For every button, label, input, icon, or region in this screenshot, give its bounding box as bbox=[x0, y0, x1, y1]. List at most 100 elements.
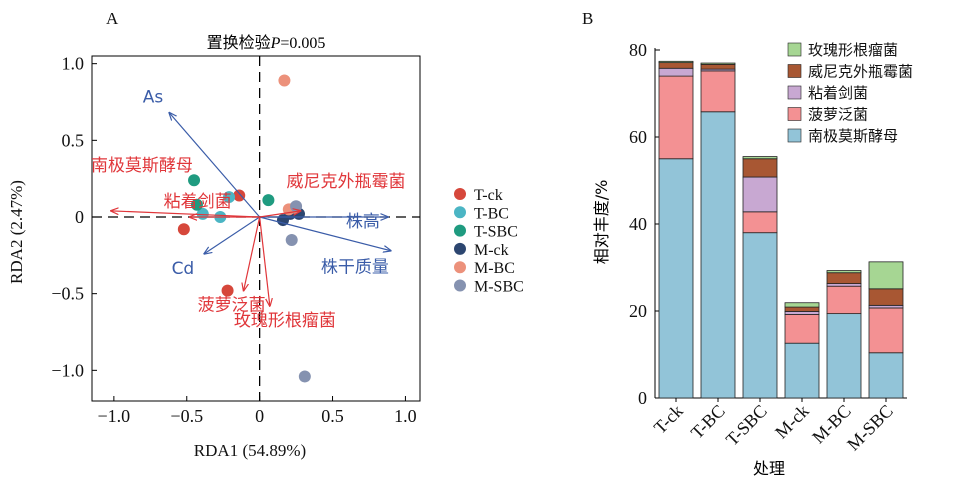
legend-label-b: 玫瑰形根瘤菌 bbox=[808, 41, 898, 59]
bar-segment-t-bc bbox=[700, 63, 736, 70]
y-tick-label-b: 0 bbox=[638, 388, 647, 408]
vector-label-env: 株高 bbox=[346, 212, 380, 232]
vector-arrow-env bbox=[204, 216, 260, 254]
x-tick-label-a: 0.5 bbox=[321, 406, 344, 426]
legend-label-t-bc: T-BC bbox=[474, 205, 509, 222]
bar-segment-t-ck bbox=[658, 60, 694, 64]
vector-label-species: 威尼克外瓶霉菌 bbox=[286, 172, 405, 192]
vector-label-species: 南极莫斯酵母 bbox=[91, 156, 193, 176]
vector-arrow-species bbox=[111, 211, 260, 218]
bar-segment-m-bc bbox=[826, 270, 862, 274]
y-tick-label-b: 80 bbox=[629, 40, 647, 60]
vector-label-env: Cd bbox=[172, 259, 195, 279]
point-m-bc bbox=[278, 74, 291, 87]
y-tick-label-b: 40 bbox=[629, 214, 647, 234]
y-tick-label-b: 60 bbox=[629, 127, 647, 147]
point-t-ck bbox=[233, 189, 246, 202]
bar-segment-m-sbc bbox=[868, 352, 904, 399]
y-tick-label-b: 20 bbox=[629, 301, 647, 321]
point-m-sbc bbox=[298, 370, 311, 383]
x-tick-label-m-sbc: M-SBC bbox=[843, 401, 897, 455]
bar-segment-m-ck bbox=[784, 314, 820, 344]
x-tick-label-t-ck: T-ck bbox=[650, 401, 687, 438]
bar-segment-m-sbc bbox=[868, 307, 904, 354]
panel-a: A 置换检验P=0.005 RDA1 (54.89%) RDA2 (2.47%)… bbox=[7, 9, 524, 460]
bar-segment-t-bc bbox=[700, 62, 736, 65]
legend-marker-t-ck bbox=[454, 188, 466, 200]
x-tick-label-a: −0.5 bbox=[170, 406, 203, 426]
bar-segment-t-sbc bbox=[742, 156, 778, 160]
legend-marker-t-bc bbox=[454, 206, 466, 219]
vector-label-species: 玫瑰形根瘤菌 bbox=[234, 311, 336, 331]
panel-a-label: A bbox=[106, 9, 119, 28]
bar-segment-t-ck bbox=[658, 67, 694, 77]
vector-label-env: 株干质量 bbox=[321, 258, 389, 278]
panel-b-label: B bbox=[582, 9, 593, 28]
legend-swatch-b bbox=[787, 85, 802, 100]
y-tick-label-a: 1.0 bbox=[62, 54, 85, 74]
legend-swatch-b bbox=[787, 107, 802, 121]
bar-segment-t-sbc bbox=[742, 176, 778, 213]
point-t-sbc bbox=[262, 194, 275, 207]
bar-segment-t-ck bbox=[658, 62, 694, 69]
bar-segment-m-bc bbox=[826, 285, 862, 315]
bar-segment-m-ck bbox=[784, 342, 820, 399]
legend-label-t-ck: T-ck bbox=[474, 187, 503, 204]
legend-marker-m-bc bbox=[454, 261, 466, 274]
point-t-ck bbox=[177, 223, 190, 236]
legend-label-b: 南极莫斯酵母 bbox=[808, 127, 898, 145]
bar-segment-m-ck bbox=[784, 302, 820, 308]
legend-swatch-b bbox=[787, 128, 802, 143]
vector-arrow-species bbox=[244, 216, 261, 291]
y-tick-label-a: 0 bbox=[75, 207, 84, 227]
x-tick-label-a: 0 bbox=[255, 406, 264, 426]
x-tick-label-a: 1.0 bbox=[394, 406, 417, 426]
legend-label-m-sbc: M-SBC bbox=[474, 279, 524, 296]
legend-label-m-ck: M-ck bbox=[474, 242, 509, 259]
vector-arrow-species bbox=[259, 211, 301, 218]
bar-segment-m-ck bbox=[784, 311, 820, 315]
bar-segment-t-ck bbox=[658, 158, 694, 399]
bar-segment-m-bc bbox=[826, 313, 862, 399]
bar-segment-m-bc bbox=[826, 272, 862, 284]
legend-label-t-sbc: T-SBC bbox=[474, 224, 518, 241]
bar-segment-t-sbc bbox=[742, 158, 778, 178]
bar-segment-t-bc bbox=[700, 70, 736, 113]
point-t-sbc bbox=[188, 174, 201, 187]
legend-label-b: 菠萝泛菌 bbox=[808, 106, 868, 124]
vector-label-env: As bbox=[143, 88, 164, 108]
legend-label-b: 威尼克外瓶霉菌 bbox=[808, 63, 913, 81]
legend-label-b: 粘着剑菌 bbox=[808, 84, 868, 102]
y-tick-label-a: 0.5 bbox=[62, 130, 85, 150]
x-tick-label-t-sbc: T-SBC bbox=[722, 401, 771, 450]
plot-frame-a bbox=[91, 55, 421, 402]
panel-a-title: 置换检验P=0.005 bbox=[207, 33, 326, 52]
vector-arrow-env bbox=[169, 113, 261, 218]
x-tick-label-a: −1.0 bbox=[98, 406, 131, 426]
point-t-bc bbox=[223, 191, 236, 204]
point-m-sbc bbox=[285, 234, 298, 246]
bar-segment-m-sbc bbox=[868, 288, 904, 306]
bar-segment-t-sbc bbox=[742, 211, 778, 234]
x-axis-title-b: 处理 bbox=[753, 459, 785, 478]
legend-marker-t-sbc bbox=[454, 224, 466, 237]
legend-marker-m-ck bbox=[454, 242, 466, 255]
legend-marker-m-sbc bbox=[454, 279, 466, 292]
vector-label-species: 粘着剑菌 bbox=[164, 192, 232, 212]
vector-label-species: 菠萝泛菌 bbox=[198, 296, 266, 316]
legend-swatch-b bbox=[787, 64, 802, 78]
vector-arrow-env bbox=[259, 216, 391, 251]
legend-label-m-bc: M-BC bbox=[474, 260, 515, 277]
point-t-ck bbox=[221, 284, 234, 297]
vector-arrow-species bbox=[259, 216, 270, 306]
bar-segment-t-ck bbox=[658, 75, 694, 160]
y-tick-label-a: −1.0 bbox=[51, 360, 84, 380]
bar-segment-m-sbc bbox=[868, 261, 904, 290]
y-axis-title: RDA2 (2.47%) bbox=[7, 180, 26, 284]
point-t-sbc bbox=[190, 198, 203, 211]
legend-swatch-b bbox=[787, 42, 802, 57]
bar-segment-m-ck bbox=[784, 306, 820, 312]
x-axis-title: RDA1 (54.89%) bbox=[194, 441, 306, 460]
